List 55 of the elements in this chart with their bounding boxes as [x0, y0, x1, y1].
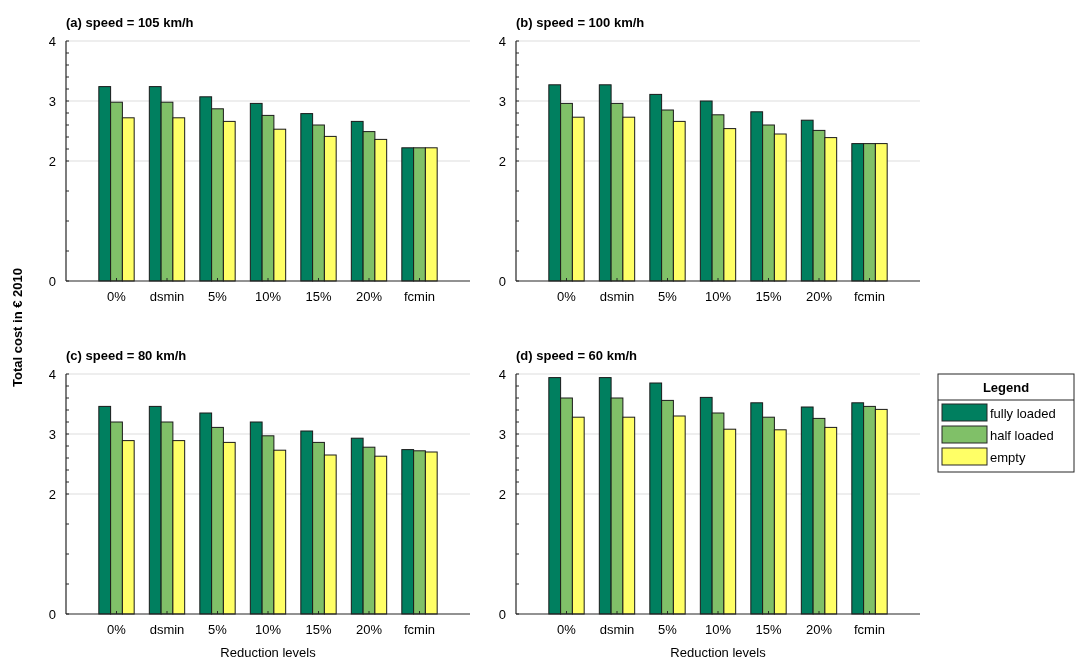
x-tick-label: 20% [355, 289, 383, 304]
x-tick-label: 0% [107, 622, 127, 637]
x-tick-label: 5% [208, 289, 228, 304]
x-tick-label: fcmin [853, 622, 886, 637]
y-tick-label: 4 [48, 33, 56, 49]
x-tick-label: 5% [658, 622, 678, 637]
x-tick-label: dsmin [599, 622, 635, 637]
y-tick-label: 3 [498, 426, 506, 442]
x-axis-title: Reduction levels [670, 645, 767, 660]
x-tick-label: dsmin [149, 289, 185, 304]
chart-title: (c) speed = 80 km/h [66, 348, 187, 363]
x-tick-label: 0% [557, 622, 577, 637]
y-tick-label: 0 [48, 606, 56, 622]
x-tick-label: fcmin [853, 289, 886, 304]
legend-label: empty [990, 450, 1026, 465]
x-tick-label: fcmin [403, 289, 436, 304]
legend-title: Legend [982, 380, 1030, 395]
y-tick-label: 2 [498, 153, 506, 169]
y-tick-label: 2 [48, 153, 56, 169]
y-tick-label: 3 [48, 426, 56, 442]
y-axis-title: Total cost in € 2010 [10, 268, 25, 387]
x-tick-label: dsmin [149, 622, 185, 637]
y-tick-label: 0 [498, 606, 506, 622]
y-tick-label: 4 [498, 33, 506, 49]
y-tick-label: 4 [48, 366, 56, 382]
x-tick-label: 15% [755, 289, 782, 304]
y-tick-label: 4 [498, 366, 506, 382]
x-tick-label: 10% [254, 289, 282, 304]
chart-title: (b) speed = 100 km/h [516, 15, 645, 30]
y-tick-label: 0 [48, 273, 56, 289]
x-tick-label: 20% [805, 622, 833, 637]
x-tick-label: 0% [107, 289, 127, 304]
y-tick-label: 2 [48, 486, 56, 502]
x-tick-label: dsmin [599, 289, 635, 304]
legend-label: half loaded [990, 428, 1054, 443]
x-tick-label: fcmin [403, 622, 436, 637]
chart-title: (a) speed = 105 km/h [66, 15, 194, 30]
y-tick-label: 2 [498, 486, 506, 502]
x-tick-label: 5% [208, 622, 228, 637]
y-tick-label: 0 [498, 273, 506, 289]
x-tick-label: 15% [305, 622, 332, 637]
x-tick-label: 0% [557, 289, 577, 304]
x-tick-label: 10% [704, 289, 732, 304]
x-tick-label: 20% [805, 289, 833, 304]
x-tick-label: 5% [658, 289, 678, 304]
x-tick-label: 20% [355, 622, 383, 637]
x-tick-label: 10% [254, 622, 282, 637]
x-tick-label: 15% [755, 622, 782, 637]
chart-title: (d) speed = 60 km/h [516, 348, 638, 363]
x-tick-label: 10% [704, 622, 732, 637]
legend-label: fully loaded [990, 406, 1056, 421]
y-tick-label: 3 [48, 93, 56, 109]
x-tick-label: 15% [305, 289, 332, 304]
x-axis-title: Reduction levels [220, 645, 317, 660]
y-tick-label: 3 [498, 93, 506, 109]
